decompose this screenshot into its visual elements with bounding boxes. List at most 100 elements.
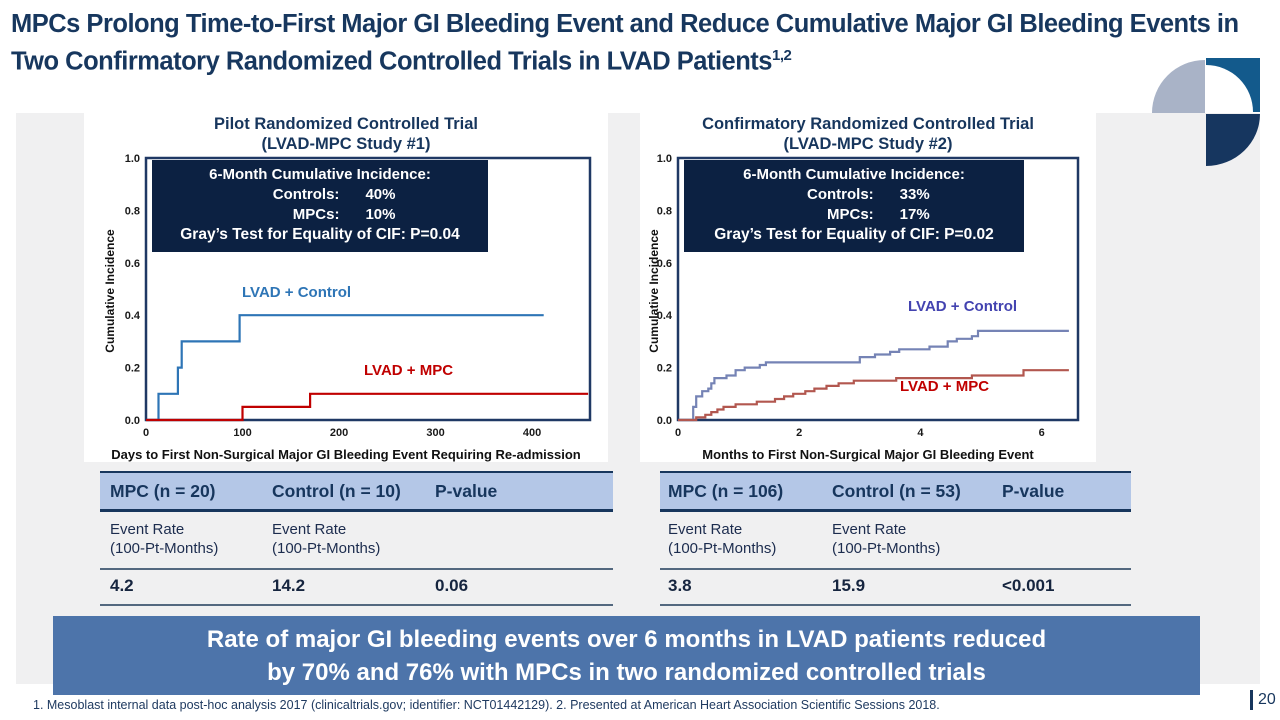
series-label-mpc: LVAD + MPC bbox=[364, 362, 454, 379]
y-tick-label: 0.6 bbox=[125, 258, 140, 270]
results-table-confirmatory: MPC (n = 106) Control (n = 53) P-value E… bbox=[660, 471, 1131, 606]
x-tick-label: 6 bbox=[1039, 427, 1045, 439]
series-label-control: LVAD + Control bbox=[242, 284, 352, 301]
x-tick-label: 4 bbox=[917, 427, 924, 439]
table-header-cell: P-value bbox=[1002, 480, 1065, 501]
y-tick-label: 0.4 bbox=[657, 310, 673, 322]
inset-row-controls: Controls: 40% bbox=[158, 185, 482, 205]
results-table-pilot: MPC (n = 20) Control (n = 10) P-value Ev… bbox=[100, 471, 613, 606]
table-header-cell: MPC (n = 106) bbox=[668, 480, 784, 501]
inset-row-controls: Controls: 33% bbox=[690, 185, 1018, 205]
table-header-row: MPC (n = 20) Control (n = 10) P-value bbox=[100, 471, 613, 512]
x-tick-label: 200 bbox=[330, 427, 348, 439]
y-tick-label: 1.0 bbox=[125, 154, 140, 165]
inset-heading: 6-Month Cumulative Incidence: bbox=[743, 166, 965, 183]
x-tick-label: 100 bbox=[233, 427, 251, 439]
chart-title-line2: (LVAD-MPC Study #2) bbox=[783, 135, 953, 153]
y-tick-label: 0.8 bbox=[657, 205, 672, 217]
y-tick-label: 0.0 bbox=[125, 415, 140, 427]
inset-label: MPCs: bbox=[292, 206, 340, 223]
table-cell: 3.8 bbox=[668, 576, 692, 595]
logo-quarter-light-icon bbox=[1152, 60, 1205, 113]
table-cell: <0.001 bbox=[1002, 576, 1055, 595]
table-cell: 4.2 bbox=[110, 576, 134, 595]
chart-title-line2: (LVAD-MPC Study #1) bbox=[261, 135, 431, 153]
x-axis-label: Days to First Non-Surgical Major GI Blee… bbox=[111, 447, 581, 462]
inset-value: 10% bbox=[365, 206, 396, 223]
chart-title-confirmatory: Confirmatory Randomized Controlled Trial… bbox=[646, 114, 1090, 154]
inset-footer: Gray’s Test for Equality of CIF: P=0.04 bbox=[180, 226, 460, 243]
inset-value: 33% bbox=[899, 186, 930, 203]
curve-mpc bbox=[146, 392, 589, 422]
inset-label: Controls: bbox=[272, 186, 340, 203]
table-cell: 14.2 bbox=[272, 576, 306, 595]
inset-row-mpcs: MPCs: 17% bbox=[690, 205, 1018, 225]
curve-mpc bbox=[678, 369, 1069, 422]
logo-quarter-dark-icon bbox=[1206, 114, 1260, 166]
incidence-inset-box: 6-Month Cumulative Incidence: Controls: 4… bbox=[152, 160, 488, 252]
inset-footer: Gray’s Test for Equality of CIF: P=0.02 bbox=[714, 226, 994, 243]
y-tick-label: 0.8 bbox=[125, 205, 140, 217]
cumulative-incidence-plot-pilot: 1.0 0.8 0.6 0.4 0.2 0.00 100 200 300 400 bbox=[125, 153, 592, 439]
table-row: 4.2 14.2 0.06 bbox=[100, 570, 613, 606]
footnote: 1. Mesoblast internal data post-hoc anal… bbox=[33, 698, 940, 712]
inset-label: MPCs: bbox=[827, 206, 874, 223]
table-row: Event Rate (100-Pt-Months) Event Rate (1… bbox=[100, 512, 613, 570]
plot-area-confirmatory: 1.0 0.8 0.6 0.4 0.2 0.0 0 2 4 6 6-Month Cumulativ… bbox=[650, 153, 1088, 446]
table-row: Event Rate (100-Pt-Months) Event Rate (1… bbox=[660, 512, 1131, 570]
page-title-text: MPCs Prolong Time-to-First Major GI Blee… bbox=[11, 10, 1239, 76]
table-header-cell: Control (n = 10) bbox=[272, 480, 401, 501]
page-title-superscript: 1,2 bbox=[771, 47, 792, 64]
table-cell: Event Rate (100-Pt-Months) bbox=[668, 521, 777, 557]
table-row: 3.8 15.9 <0.001 bbox=[660, 570, 1131, 606]
series-label-control: LVAD + Control bbox=[908, 298, 1018, 315]
conclusion-banner-text: Rate of major GI bleeding events over 6 … bbox=[206, 625, 1047, 686]
y-tick-label: 0.2 bbox=[657, 363, 672, 375]
y-tick-label: 1.0 bbox=[657, 154, 672, 165]
curve-control bbox=[146, 314, 544, 422]
inset-value: 17% bbox=[899, 206, 930, 223]
x-tick-label: 400 bbox=[523, 427, 541, 439]
page-number-label: 20 bbox=[1258, 691, 1276, 708]
table-header-cell: Control (n = 53) bbox=[832, 480, 961, 501]
logo-quarter-medium-icon bbox=[1206, 58, 1260, 112]
table-cell: 15.9 bbox=[832, 576, 866, 595]
inset-heading: 6-Month Cumulative Incidence: bbox=[209, 166, 431, 183]
plot-border bbox=[144, 156, 592, 422]
y-tick-label: 0.0 bbox=[657, 415, 672, 427]
plot-border bbox=[676, 156, 1080, 422]
y-tick-label: 0.6 bbox=[657, 258, 672, 270]
series-label-mpc: LVAD + MPC bbox=[900, 378, 990, 395]
incidence-inset-box: 6-Month Cumulative Incidence: Controls: 3… bbox=[684, 160, 1024, 252]
inset-value: 40% bbox=[365, 186, 396, 203]
table-header-cell: MPC (n = 20) bbox=[110, 480, 216, 501]
x-tick-label: 300 bbox=[426, 427, 444, 439]
y-tick-label: 0.2 bbox=[125, 363, 140, 375]
x-tick-label: 0 bbox=[675, 427, 681, 439]
curve-control bbox=[678, 329, 1069, 422]
plot-area-pilot: 1.0 0.8 0.6 0.4 0.2 0.0 0 100 200 300 400 6-Month … bbox=[112, 153, 600, 446]
page-number-bar bbox=[1250, 690, 1253, 710]
table-header-row: MPC (n = 106) Control (n = 53) P-value bbox=[660, 471, 1131, 512]
conclusion-banner: Rate of major GI bleeding events over 6 … bbox=[53, 616, 1200, 695]
cumulative-incidence-plot-confirmatory: 1.0 0.8 0.6 0.4 0.2 0.00 2 4 6 bbox=[657, 153, 1080, 439]
table-cell: 0.06 bbox=[435, 576, 469, 595]
table-header-cell: P-value bbox=[435, 480, 498, 501]
table-cell: Event Rate (100-Pt-Months) bbox=[272, 521, 381, 557]
x-tick-label: 2 bbox=[796, 427, 802, 439]
chart-title-line1: Confirmatory Randomized Controlled Trial bbox=[702, 115, 1034, 133]
x-axis-label: Months to First Non-Surgical Major GI Bl… bbox=[702, 447, 1034, 462]
page-title: MPCs Prolong Time-to-First Major GI Blee… bbox=[11, 8, 1251, 78]
page-number: 20 bbox=[1250, 690, 1276, 710]
table-cell: Event Rate (100-Pt-Months) bbox=[110, 521, 219, 557]
inset-label: Controls: bbox=[807, 186, 874, 203]
chart-panel-pilot: Pilot Randomized Controlled Trial (LVAD-… bbox=[84, 110, 608, 462]
table-cell bbox=[435, 520, 613, 558]
y-tick-label: 0.4 bbox=[125, 310, 141, 322]
inset-row-mpcs: MPCs: 10% bbox=[158, 205, 482, 225]
x-tick-label: 0 bbox=[143, 427, 149, 439]
chart-panel-confirmatory: Confirmatory Randomized Controlled Trial… bbox=[640, 110, 1096, 462]
chart-title-line1: Pilot Randomized Controlled Trial bbox=[213, 115, 479, 133]
mesoblast-logo-icon bbox=[1152, 58, 1260, 166]
